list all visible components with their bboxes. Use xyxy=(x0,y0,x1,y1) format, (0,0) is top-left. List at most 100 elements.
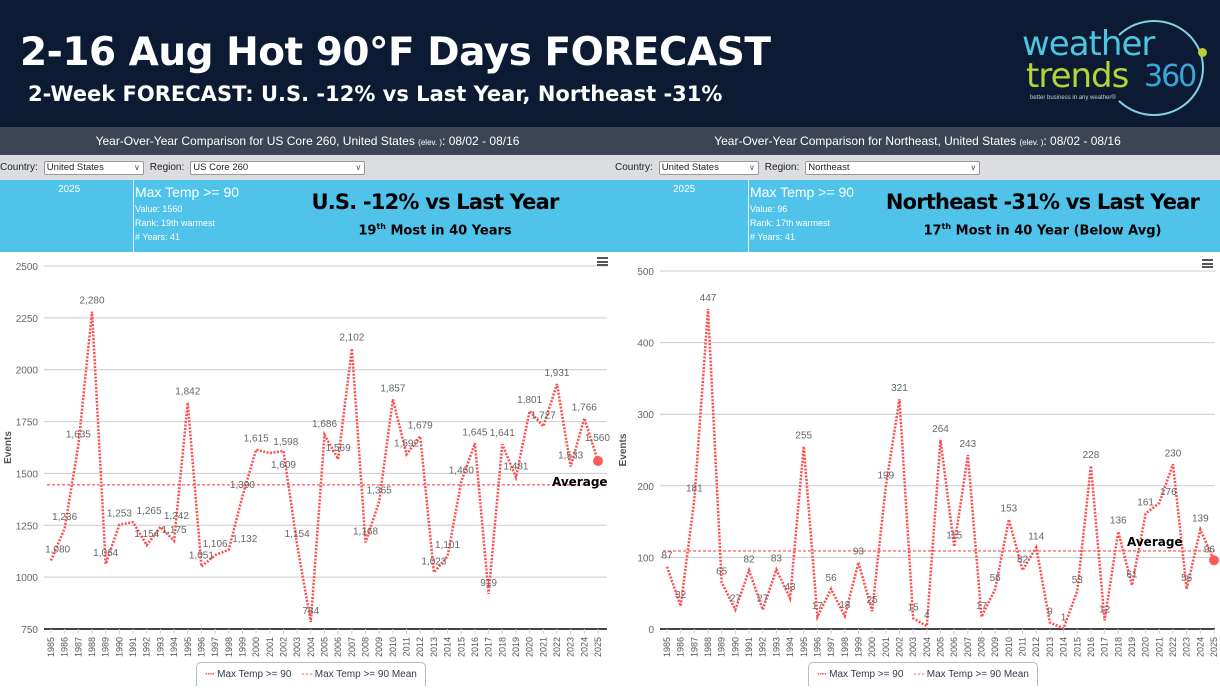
y-tick-label: 100 xyxy=(637,553,654,564)
x-tick-label: 1994 xyxy=(785,637,795,657)
x-tick-label: 2021 xyxy=(1154,637,1164,657)
country-label: Country: xyxy=(615,162,653,173)
rank-text: Most in 40 Years xyxy=(385,223,512,239)
data-label: 264 xyxy=(932,424,949,435)
x-tick-label: 1996 xyxy=(812,637,822,657)
data-label: 919 xyxy=(480,578,497,589)
data-label: 65 xyxy=(716,566,728,577)
legend-item-series[interactable]: ···· Max Temp >= 90 xyxy=(817,669,903,680)
data-label: 1,609 xyxy=(271,460,296,471)
data-label: 243 xyxy=(960,439,977,450)
data-label: 1,023 xyxy=(421,556,446,567)
selector-row: Country: United States Region: Northeast xyxy=(615,155,1220,180)
x-tick-label: 2011 xyxy=(402,637,412,656)
rank-text: Most in 40 Year (Below Avg) xyxy=(951,223,1162,239)
x-tick-label: 1998 xyxy=(224,637,234,657)
legend-label: Max Temp >= 90 xyxy=(829,669,904,680)
rank-suffix: th xyxy=(941,222,952,231)
legend-item-mean[interactable]: - - - Max Temp >= 90 Mean xyxy=(301,669,416,680)
line-chart: 750 1000 1250 1500 1750 2000 2250 2500 Events 198… xyxy=(3,262,610,657)
value: Value: 96 xyxy=(750,204,788,214)
data-label: 82 xyxy=(1017,554,1029,565)
rank: Rank: 17th warmest xyxy=(750,218,831,228)
region-label: Region: xyxy=(149,162,185,173)
x-tick-label: 2016 xyxy=(1086,637,1096,657)
x-tick-label: 2006 xyxy=(333,637,343,657)
data-label: 1,390 xyxy=(230,480,255,491)
page-title: 2-16 Aug Hot 90°F Days FORECAST xyxy=(20,30,771,75)
data-label: 1,645 xyxy=(462,427,487,438)
data-label: 96 xyxy=(1204,544,1216,555)
x-tick-label: 2024 xyxy=(579,637,589,657)
data-label: 56 xyxy=(1181,573,1193,584)
country-select[interactable]: United States xyxy=(658,160,759,175)
chart-area: 0 100 200 300 400 500 Events 1985 1986 1987 1988 19… xyxy=(615,252,1220,686)
data-label: 83 xyxy=(771,554,783,565)
legend-item-series[interactable]: ···· Max Temp >= 90 xyxy=(205,669,291,680)
data-label: 1,842 xyxy=(175,386,200,397)
x-tick-label: 2003 xyxy=(292,637,302,657)
x-tick-label: 2020 xyxy=(525,637,535,657)
summary-band: 2025 Max Temp >= 90 Value: 1560 Rank: 19… xyxy=(0,180,615,252)
x-tick-label: 2021 xyxy=(538,637,548,657)
data-label: 1,481 xyxy=(503,461,528,472)
data-label: 139 xyxy=(1192,513,1209,524)
data-label: 1,265 xyxy=(137,506,162,517)
divider xyxy=(133,180,134,252)
chart-menu-icon[interactable] xyxy=(597,257,608,266)
headline: U.S. -12% vs Last Year xyxy=(311,190,559,214)
rank: Rank: 19th warmest xyxy=(135,218,216,228)
data-label: 53 xyxy=(1072,575,1084,586)
data-label: 1,560 xyxy=(585,433,610,444)
region-select[interactable]: Northeast xyxy=(805,160,981,175)
data-label: 17 xyxy=(976,601,988,612)
current-point[interactable] xyxy=(593,455,603,466)
x-tick-label: 1991 xyxy=(128,637,138,657)
x-tick-label: 1987 xyxy=(689,637,699,657)
x-tick-label: 2002 xyxy=(894,637,904,657)
us-panel: Year-Over-Year Comparison for US Core 26… xyxy=(0,127,615,686)
x-tick-label: 2004 xyxy=(922,637,932,657)
data-label: 2,102 xyxy=(339,333,364,344)
data-label: 61 xyxy=(1126,569,1138,580)
x-tick-label: 2014 xyxy=(443,637,453,657)
logo-weather: weather xyxy=(1022,24,1155,64)
x-tick-label: 2017 xyxy=(1100,637,1110,657)
y-tick-label: 1500 xyxy=(16,469,39,480)
y-axis-label: Events xyxy=(618,433,629,466)
year: 2025 xyxy=(58,184,81,195)
legend-label: Max Temp >= 90 xyxy=(217,669,292,680)
y-tick-label: 750 xyxy=(21,625,38,636)
legend: ···· Max Temp >= 90 - - - Max Temp >= 90 … xyxy=(808,662,1038,686)
y-axis-label: Events xyxy=(3,431,14,464)
logo-trends: trends xyxy=(1026,56,1129,96)
data-label: 1,592 xyxy=(394,438,419,449)
chart-menu-icon[interactable] xyxy=(1202,259,1213,268)
dotted-line-icon: ···· xyxy=(205,669,215,680)
x-tick-label: 2007 xyxy=(963,637,973,657)
current-point[interactable] xyxy=(1209,555,1219,566)
x-tick-label: 2010 xyxy=(388,637,398,657)
data-label: 27 xyxy=(757,594,769,605)
rank-number: 17 xyxy=(923,223,942,239)
data-label: 56 xyxy=(826,573,838,584)
rank-number: 19 xyxy=(358,223,377,239)
dotted-line-icon: ···· xyxy=(817,669,827,680)
y-tick-label: 1000 xyxy=(16,573,39,584)
data-label: 181 xyxy=(686,483,703,494)
data-label: 1 xyxy=(1061,612,1067,623)
data-label: 93 xyxy=(853,546,865,557)
data-label: 1,154 xyxy=(134,529,159,540)
country-select[interactable]: United States xyxy=(43,160,144,175)
x-tick-label: 1989 xyxy=(717,637,727,657)
x-tick-label: 2018 xyxy=(497,637,507,657)
data-label: 1,641 xyxy=(490,428,515,439)
data-label: 1,154 xyxy=(285,529,310,540)
date-range: : 08/02 - 08/16 xyxy=(442,134,520,148)
x-tick-label: 1995 xyxy=(799,637,809,657)
value: Value: 1560 xyxy=(135,204,183,214)
region-select[interactable]: US Core 260 xyxy=(190,160,366,175)
x-tick-label: 2003 xyxy=(908,637,918,657)
legend: ···· Max Temp >= 90 - - - Max Temp >= 90 … xyxy=(196,662,426,686)
legend-item-mean[interactable]: - - - Max Temp >= 90 Mean xyxy=(913,669,1028,680)
